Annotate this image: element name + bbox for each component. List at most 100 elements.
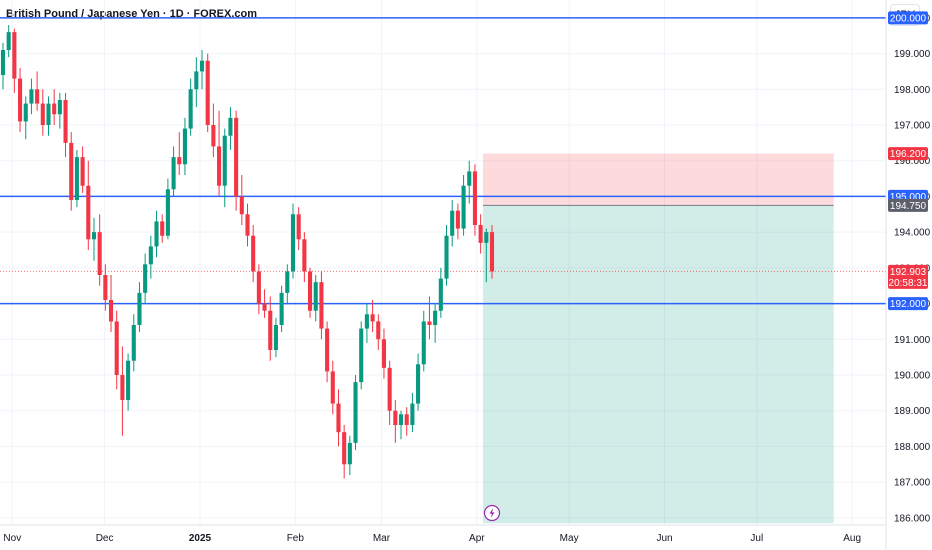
price-tick-label: 186.000 <box>894 513 931 524</box>
price-tick-label: 194.000 <box>894 228 931 239</box>
candle <box>268 296 273 361</box>
candle <box>438 267 443 318</box>
candle <box>131 314 136 372</box>
candle-body <box>404 414 409 425</box>
stop-loss-zone <box>482 153 834 206</box>
horizontal-lines <box>0 17 886 305</box>
candle-body <box>336 403 341 433</box>
stop-price-label: 196.200 <box>888 147 928 161</box>
candle-body <box>86 185 91 240</box>
candle-body <box>410 403 415 425</box>
candle-body <box>23 103 28 122</box>
time-tick-label: Jun <box>656 533 672 544</box>
time-tick-label: 2025 <box>189 533 212 544</box>
candle <box>319 271 324 340</box>
candle <box>0 42 6 90</box>
price-tick-label: 198.000 <box>894 85 931 96</box>
candle <box>234 110 239 211</box>
stop-price-label-text: 196.200 <box>890 149 927 160</box>
candle <box>313 275 318 322</box>
candle <box>86 160 91 250</box>
candle-body <box>52 103 57 115</box>
candle <box>80 146 85 193</box>
candle-body <box>40 103 45 125</box>
candle-body <box>444 235 449 279</box>
candle <box>245 203 250 247</box>
candle-body <box>239 196 244 215</box>
candle-body <box>108 300 114 322</box>
candle <box>290 203 296 279</box>
candle <box>302 232 307 283</box>
candle-body <box>330 371 335 404</box>
candle <box>23 96 28 140</box>
events-marker <box>483 504 501 522</box>
lightning-glyph <box>489 508 495 518</box>
time-axis: Nov Dec 2025 Feb Mar Apr May Jun Jul Aug <box>0 524 886 544</box>
line-price-label-text: 195.000 <box>890 192 927 203</box>
candle-body <box>433 310 438 325</box>
candle-body <box>137 292 142 325</box>
candle <box>330 360 335 415</box>
candle-body <box>12 32 17 79</box>
candle <box>353 375 358 450</box>
candle <box>217 110 222 197</box>
candle-body <box>165 189 170 236</box>
candle <box>228 107 233 150</box>
candle-body <box>342 432 347 465</box>
candle <box>211 103 216 158</box>
candle-body <box>489 232 495 272</box>
entry-price-label-bg <box>888 198 928 212</box>
candle-body <box>63 100 68 143</box>
candle <box>12 28 17 93</box>
candle <box>137 282 142 333</box>
candle-body <box>80 157 85 186</box>
candle-body <box>302 239 307 272</box>
candle-body <box>211 125 216 147</box>
candle <box>273 317 278 358</box>
candle <box>91 217 97 261</box>
candle <box>177 132 182 175</box>
candle-body <box>262 303 267 311</box>
candle-body <box>290 214 296 272</box>
price-labels: 200.000 195.000 192.000 196.200 194.750 192.9… <box>888 11 928 311</box>
candle-body <box>364 314 369 329</box>
candle-body <box>228 117 233 136</box>
candle <box>46 96 51 136</box>
candle <box>262 289 267 318</box>
candle <box>29 78 34 115</box>
candle <box>450 200 455 247</box>
candle-body <box>103 275 108 300</box>
candle-body <box>393 410 398 425</box>
price-tick-label: 189.000 <box>894 406 931 417</box>
candle-body <box>438 278 443 311</box>
candle-body <box>484 232 489 243</box>
take-profit-zone <box>482 205 834 524</box>
candle <box>40 89 45 136</box>
candle <box>108 275 114 333</box>
candle-body <box>217 146 222 186</box>
candle-body <box>194 71 199 90</box>
candle-body <box>285 271 290 293</box>
candle-body <box>120 375 125 400</box>
candle <box>404 407 409 436</box>
time-tick-label: Nov <box>3 533 21 544</box>
candle-body <box>467 171 472 186</box>
candle-body <box>114 321 119 375</box>
candle-body <box>222 135 227 186</box>
current-price-label-text: 192.903 <box>890 267 927 278</box>
candle <box>484 228 489 283</box>
candle <box>103 264 108 311</box>
candle-body <box>148 246 153 265</box>
candle-body <box>296 214 301 240</box>
price-tick-label: 199.000 <box>894 49 931 60</box>
stop-price-label-bg <box>888 147 928 161</box>
candle-body <box>35 89 40 104</box>
candle-body <box>245 214 250 236</box>
grid <box>0 0 886 525</box>
candle <box>52 89 57 125</box>
price-tick-label: 190.000 <box>894 371 931 382</box>
candle-body <box>478 225 483 243</box>
candle-body <box>18 78 23 122</box>
entry-price-label: 194.750 <box>888 198 928 212</box>
